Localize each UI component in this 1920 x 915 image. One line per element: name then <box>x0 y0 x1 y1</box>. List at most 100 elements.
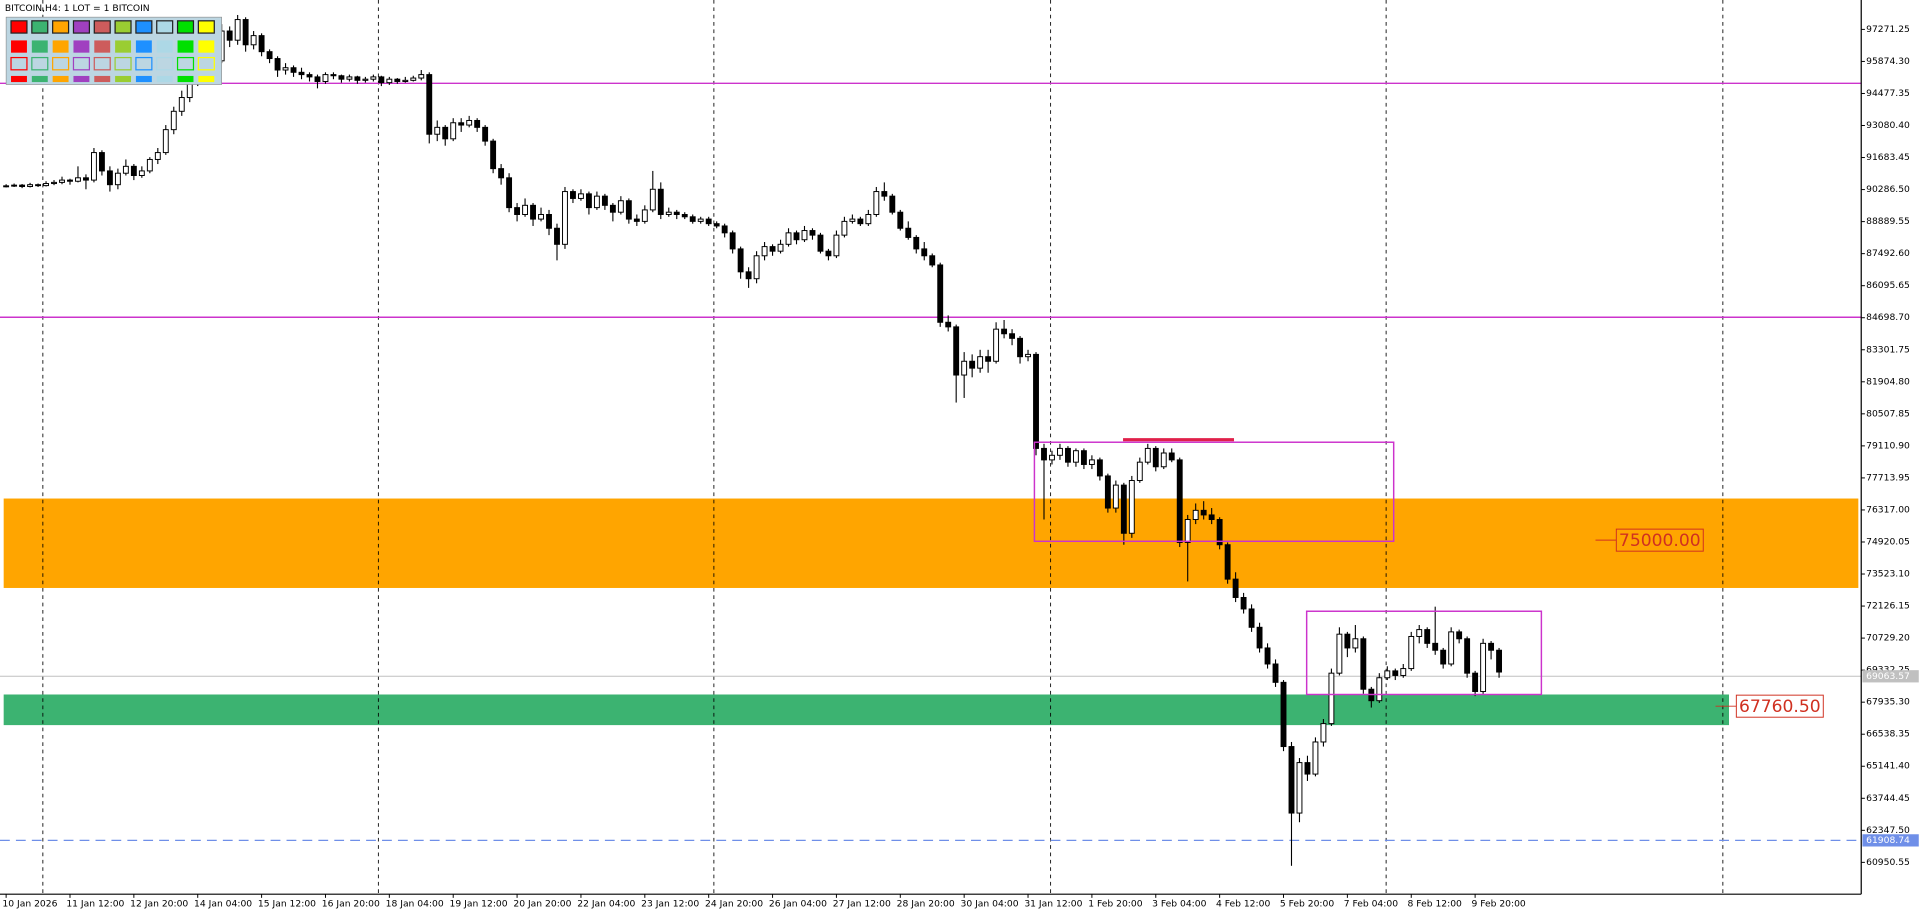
y-tick-label: 69332.25 <box>1866 665 1910 676</box>
palette-swatch[interactable] <box>31 40 48 53</box>
palette-swatch[interactable] <box>176 56 195 71</box>
candle-body <box>114 172 121 186</box>
palette-swatch[interactable] <box>177 75 194 83</box>
candle-body <box>1352 638 1359 649</box>
candle-body <box>138 170 145 176</box>
candle-body <box>250 35 257 46</box>
x-tick-label: 19 Jan 12:00 <box>450 898 508 909</box>
palette-swatch[interactable] <box>10 56 28 71</box>
candle-body <box>713 223 720 227</box>
palette-swatch[interactable] <box>197 56 215 71</box>
y-tick-label: 77713.95 <box>1866 472 1910 483</box>
x-tick-label: 15 Jan 12:00 <box>258 898 316 909</box>
candle-body <box>434 126 441 135</box>
palette-swatch[interactable] <box>135 56 153 71</box>
candle-body <box>1472 672 1479 693</box>
candle-body <box>298 71 305 76</box>
palette-swatch[interactable] <box>52 56 70 71</box>
candle-body <box>1448 631 1455 665</box>
palette-swatch[interactable] <box>114 20 132 34</box>
zones <box>3 498 1859 726</box>
palette-swatch[interactable] <box>52 40 69 53</box>
candle-body <box>937 264 944 323</box>
candle-body <box>322 74 329 82</box>
candle-body <box>1312 741 1319 775</box>
candle-body <box>466 119 473 126</box>
y-tick-label: 93080.40 <box>1866 120 1910 131</box>
palette-swatch[interactable] <box>93 56 111 71</box>
palette-swatch[interactable] <box>11 40 27 53</box>
candle-body <box>122 165 129 174</box>
palette-swatch[interactable] <box>115 75 132 83</box>
palette-swatch[interactable] <box>198 40 215 53</box>
palette-swatch[interactable] <box>156 75 173 83</box>
palette-swatch[interactable] <box>114 56 132 71</box>
palette-swatch[interactable] <box>72 56 90 71</box>
palette-swatch[interactable] <box>52 20 70 34</box>
candle-body <box>1088 459 1095 465</box>
palette-swatch[interactable] <box>31 56 49 71</box>
palette-swatch[interactable] <box>135 40 152 53</box>
x-tick-label: 30 Jan 04:00 <box>960 898 1018 909</box>
candle-body <box>849 218 856 222</box>
palette-swatch[interactable] <box>52 75 69 83</box>
palette-swatch[interactable] <box>10 20 28 34</box>
candle-body <box>1256 626 1263 649</box>
palette-swatch[interactable] <box>135 75 152 83</box>
candle-body <box>1272 663 1279 683</box>
candle-body <box>1104 475 1111 509</box>
candle-body <box>338 75 345 80</box>
candle-body <box>1049 454 1055 461</box>
palette-swatch[interactable] <box>156 40 173 53</box>
candle-body <box>226 30 233 41</box>
x-tick-label: 3 Feb 04:00 <box>1152 898 1206 909</box>
candle-body <box>689 216 696 222</box>
candle-body <box>98 152 105 172</box>
candle-body <box>410 77 417 81</box>
palette-swatch[interactable] <box>94 75 111 83</box>
candle-body <box>801 230 808 241</box>
dashed-line-tag <box>1862 834 1919 847</box>
palette-swatch[interactable] <box>135 20 153 34</box>
candle-body <box>1184 519 1191 543</box>
palette-swatch[interactable] <box>197 20 215 34</box>
candle-body <box>1176 459 1183 543</box>
palette-swatch[interactable] <box>11 75 27 83</box>
palette-swatch[interactable] <box>156 20 174 34</box>
candle-body <box>67 179 73 182</box>
candle-body <box>1376 677 1383 702</box>
palette-swatch[interactable] <box>176 20 195 34</box>
palette-swatch[interactable] <box>73 40 90 53</box>
palette-swatch[interactable] <box>94 40 111 53</box>
y-tick-label: 67935.30 <box>1866 697 1910 708</box>
candle-body <box>889 195 896 213</box>
palette-swatch[interactable] <box>72 20 90 34</box>
candle-body <box>721 225 728 234</box>
palette-swatch[interactable] <box>31 20 49 34</box>
y-tick-label: 81904.80 <box>1866 376 1910 387</box>
candle-body <box>354 76 361 81</box>
candle-body <box>1240 596 1247 610</box>
candle-body <box>945 321 952 328</box>
candle-body <box>1025 353 1031 358</box>
candle-body <box>1160 452 1167 468</box>
y-tick-label: 83301.75 <box>1866 344 1910 355</box>
palette-swatch[interactable] <box>93 20 111 34</box>
palette-swatch[interactable] <box>31 75 48 83</box>
candle-body <box>546 214 552 229</box>
palette-swatch[interactable] <box>73 75 90 83</box>
candle-body <box>1216 519 1223 546</box>
palette-swatch[interactable] <box>177 40 194 53</box>
y-tick-label: 70729.20 <box>1866 633 1910 644</box>
palette-swatch[interactable] <box>156 56 174 71</box>
x-tick-label: 31 Jan 12:00 <box>1024 898 1082 909</box>
candle-body <box>905 227 912 238</box>
candle-body <box>609 204 616 213</box>
x-tick-label: 10 Jan 2026 <box>2 898 57 909</box>
candle-body <box>154 152 161 160</box>
palette-swatch[interactable] <box>198 75 215 83</box>
candle-body <box>1280 681 1287 748</box>
palette-swatch[interactable] <box>115 40 132 53</box>
current-price-label: 69063.57 <box>1866 671 1910 682</box>
candle-body <box>530 204 536 220</box>
